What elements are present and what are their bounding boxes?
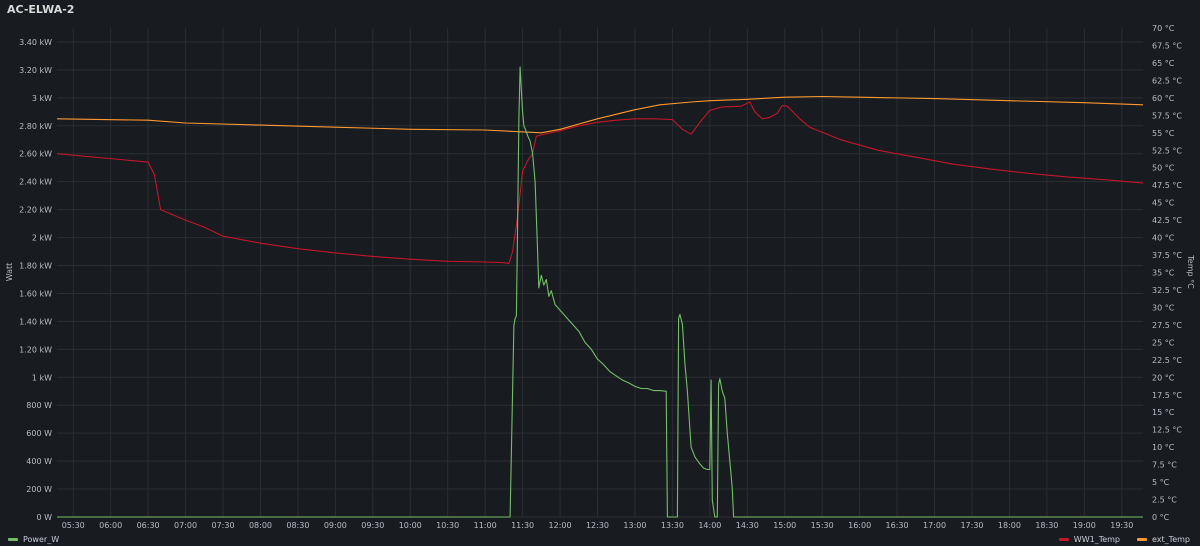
x-tick-label: 09:00 [324,521,347,530]
y-right-tick-label: 5 °C [1152,478,1170,487]
y-left-tick-label: 3 kW [32,94,52,103]
x-tick-label: 12:30 [586,521,609,530]
x-tick-label: 09:30 [361,521,384,530]
legend-left[interactable]: Power_W [8,535,59,544]
y-left-tick-label: 200 W [26,485,52,494]
y-right-tick-label: 70 °C [1152,24,1175,33]
y-left-tick-label: 600 W [26,429,52,438]
x-tick-label: 08:30 [286,521,309,530]
y-right-tick-label: 22.5 °C [1152,356,1182,365]
y-right-tick-label: 42.5 °C [1152,216,1182,225]
grid [57,28,1143,518]
y-right-tick-label: 50 °C [1152,164,1175,173]
y-right-tick-label: 2.5 °C [1152,496,1177,505]
x-tick-label: 16:00 [848,521,871,530]
legend-label-power: Power_W [23,535,60,544]
x-tick-label: 17:30 [960,521,983,530]
y-left-tick-label: 400 W [26,457,52,466]
y-right-tick-label: 20 °C [1152,373,1175,382]
x-tick-label: 11:30 [511,521,534,530]
x-tick-label: 15:00 [773,521,796,530]
y-axis-label-right: Temp °C [1186,254,1195,289]
y-left-tick-label: 2.40 kW [19,178,52,187]
x-tick-label: 05:30 [62,521,85,530]
x-tick-label: 15:30 [811,521,834,530]
y-left-tick-label: 2.60 kW [19,150,52,159]
x-tick-label: 14:00 [698,521,721,530]
y-right-tick-label: 12.5 °C [1152,426,1182,435]
y-left-tick-label: 2.20 kW [19,206,52,215]
y-right-tick-label: 52.5 °C [1152,146,1182,155]
x-tick-label: 10:00 [399,521,422,530]
x-tick-label: 06:00 [99,521,122,530]
x-tick-label: 08:00 [249,521,272,530]
y-left-tick-label: 3.20 kW [19,66,52,75]
legend-swatch-ww1-temp[interactable] [1058,538,1069,541]
x-tick-label: 13:30 [661,521,684,530]
y-right-tick-label: 27.5 °C [1152,321,1182,330]
y-right-tick-label: 45 °C [1152,199,1175,208]
legend-label-ext-temp[interactable]: ext_Temp [1152,535,1190,544]
y-right-tick-label: 67.5 °C [1152,41,1182,50]
x-tick-label: 18:00 [998,521,1021,530]
x-tick-label: 13:00 [623,521,646,530]
legend-swatch-power [8,538,18,541]
y-right-tick-label: 10 °C [1152,443,1175,452]
y-right-tick-label: 55 °C [1152,129,1175,138]
y-left-tick-label: 2 kW [32,234,52,243]
y-left-tick-label: 1 kW [32,373,52,382]
y-right-ticks: 0 °C 2.5 °C 5 °C 7.5 °C 10 °C 12.5 °C 15 °C 17.… [1152,24,1182,522]
y-right-tick-label: 35 °C [1152,269,1175,278]
panel-title: AC-ELWA-2 [7,3,75,16]
series-line-power-w [57,66,1143,518]
x-tick-label: 18:30 [1035,521,1058,530]
y-right-tick-label: 32.5 °C [1152,286,1182,295]
legend-swatch-ext-temp[interactable] [1137,538,1148,541]
x-tick-label: 17:00 [923,521,946,530]
x-tick-label: 07:30 [211,521,234,530]
y-right-tick-label: 40 °C [1152,234,1175,243]
x-tick-label: 12:00 [549,521,572,530]
y-right-tick-label: 15 °C [1152,408,1175,417]
y-right-tick-label: 62.5 °C [1152,76,1182,85]
series-line-ext-temp [56,95,1144,134]
x-tick-label: 16:30 [886,521,909,530]
y-left-tick-label: 1.20 kW [19,345,52,354]
legend-right: WW1_Temp ext_Temp [1058,535,1190,544]
x-tick-label: 19:00 [1073,521,1096,530]
legend-label-ww1-temp[interactable]: WW1_Temp [1073,535,1121,544]
series-lines [56,66,1144,518]
y-left-tick-label: 1.60 kW [19,289,52,298]
y-axis-label-left: Watt [5,263,14,282]
y-right-tick-label: 47.5 °C [1152,181,1182,190]
y-right-tick-label: 7.5 °C [1152,461,1177,470]
x-tick-label: 11:00 [474,521,497,530]
x-tick-label: 14:30 [736,521,759,530]
y-left-tick-label: 800 W [26,401,52,410]
y-right-tick-label: 65 °C [1152,59,1175,68]
x-tick-label: 19:30 [1110,521,1133,530]
x-tick-label: 06:30 [137,521,160,530]
y-left-tick-label: 2.80 kW [19,122,52,131]
y-right-tick-label: 57.5 °C [1152,111,1182,120]
y-left-tick-label: 1.80 kW [19,262,52,271]
y-left-ticks: 0 W 200 W 400 W 600 W 800 W 1 kW 1.20 kW 1.40 k… [19,38,52,522]
y-left-tick-label: 0 W [36,513,52,522]
series-line-ww1-temp [56,101,1144,264]
y-right-tick-label: 0 °C [1152,513,1170,522]
y-left-tick-label: 1.40 kW [19,317,52,326]
y-right-tick-label: 30 °C [1152,303,1175,312]
y-left-tick-label: 3.40 kW [19,38,52,47]
y-right-tick-label: 60 °C [1152,94,1175,103]
x-tick-label: 07:00 [174,521,197,530]
x-ticks: 05:30 06:00 06:30 07:00 07:30 08:00 08:30 09:00… [62,521,1134,530]
y-right-tick-label: 37.5 °C [1152,251,1182,260]
y-right-tick-label: 17.5 °C [1152,391,1182,400]
x-tick-label: 10:30 [436,521,459,530]
y-right-tick-label: 25 °C [1152,338,1175,347]
